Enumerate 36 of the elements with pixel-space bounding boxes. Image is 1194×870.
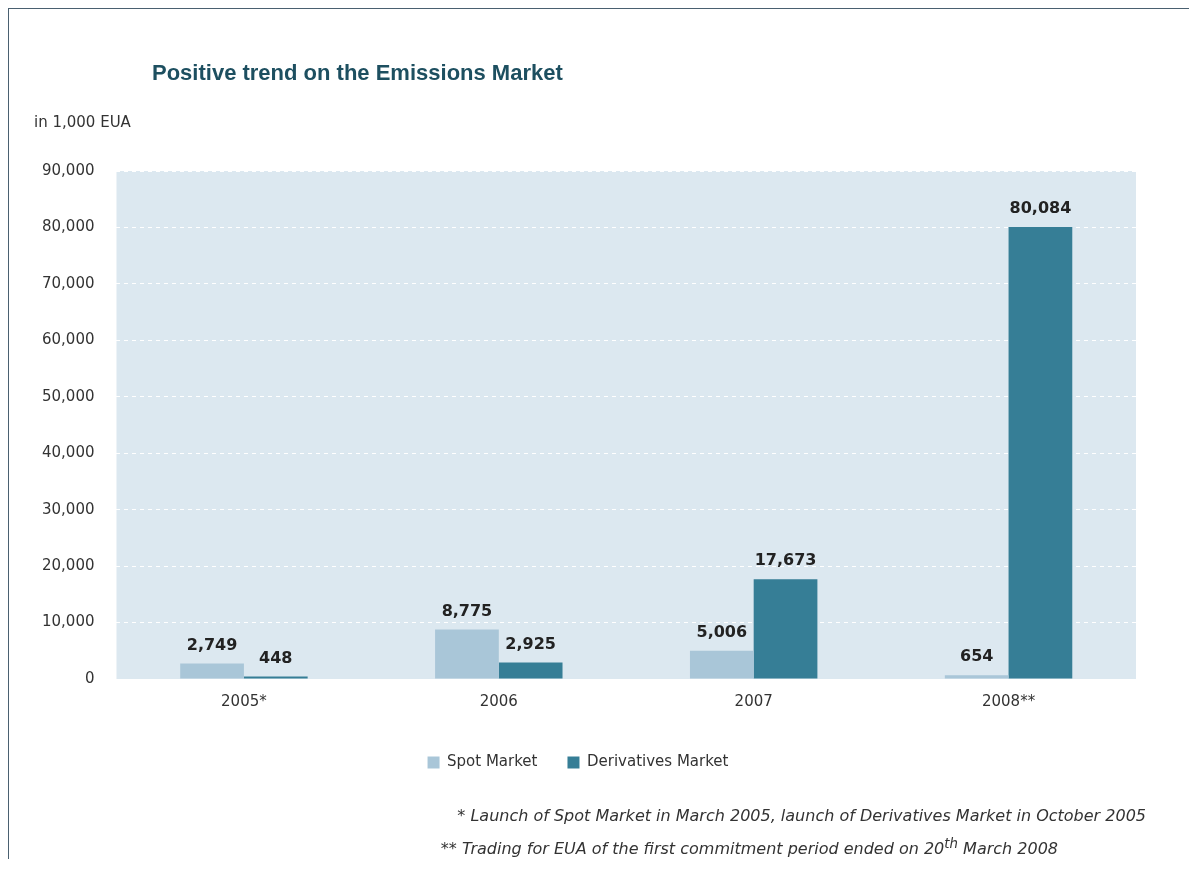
bar — [689, 650, 754, 679]
bar — [180, 663, 244, 679]
y-axis-title: in 1,000 EUA — [34, 113, 131, 131]
data-label: 448 — [259, 647, 293, 667]
y-tick-label: 10,000 — [41, 612, 95, 631]
y-tick-label: 20,000 — [41, 556, 95, 574]
y-tick-label: 0 — [84, 668, 95, 687]
x-tick-label: 2007 — [734, 691, 773, 710]
text: ** Trading for EUA of the first commitment period ended on 20$^{th}$ March 2008 — [440, 835, 1058, 861]
chart-title: Positive trend on the Emissions Market — [152, 60, 563, 86]
y-tick-label: 80,000 — [41, 217, 95, 236]
bar — [435, 629, 499, 679]
data-label: 654 — [960, 646, 994, 666]
data-label: 80,084 — [1009, 198, 1072, 218]
data-label: 8,775 — [441, 600, 493, 620]
bar — [944, 675, 1009, 679]
bar — [753, 579, 818, 679]
bar — [498, 662, 563, 679]
data-label: 17,673 — [754, 550, 817, 570]
data-label: 5,006 — [696, 621, 748, 641]
y-tick-label: 40,000 — [41, 443, 95, 462]
y-tick-label: 50,000 — [41, 386, 95, 405]
y-tick-label: 30,000 — [41, 499, 95, 518]
x-tick-label: 2005* — [221, 691, 268, 710]
x-tick-label: 2006 — [479, 691, 518, 710]
legend-label: Derivatives Market — [586, 752, 729, 771]
text: * Launch of Spot Market in March 2005, launch of Derivatives Market in October 2005 — [456, 805, 1146, 827]
y-tick-label: 60,000 — [41, 330, 95, 349]
data-label: 2,925 — [505, 633, 556, 653]
x-tick-label: 2008** — [981, 691, 1036, 710]
bar — [1008, 226, 1073, 679]
data-label: 2,749 — [186, 634, 238, 654]
y-tick-label: 70,000 — [41, 273, 95, 292]
y-tick-label: 90,000 — [41, 160, 95, 179]
bar — [243, 676, 308, 679]
legend-label: Spot Market — [447, 752, 538, 771]
